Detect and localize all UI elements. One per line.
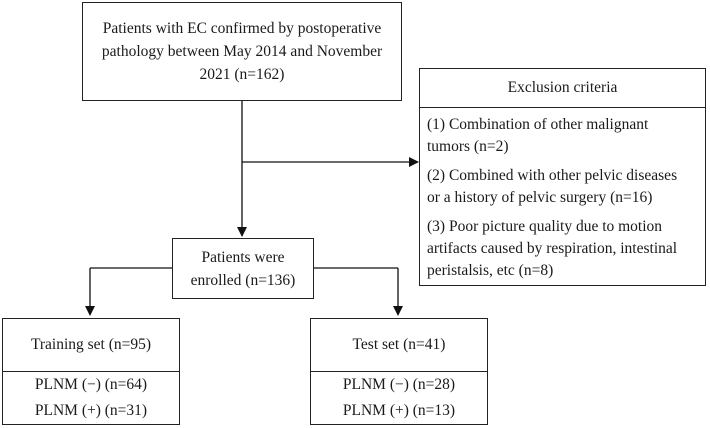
enrolled-box: Patients were enrolled (n=136) — [172, 238, 314, 299]
enrolled-line-2: enrolled (n=136) — [190, 271, 296, 289]
test-set-title: Test set (n=41) — [352, 336, 446, 353]
exclusion-item-2: (2) Combined with other pelvic diseases … — [420, 165, 705, 209]
exclusion-title: Exclusion criteria — [420, 69, 705, 108]
test-plnm-positive: PLNM (+) (n=13) — [342, 402, 456, 419]
exclusion-item-3-line-2: artifacts caused by respiration, intesti… — [427, 240, 678, 257]
exclusion-criteria-box: Exclusion criteria (1) Combination of ot… — [419, 68, 706, 286]
source-line-1: Patients with EC confirmed by postoperat… — [102, 20, 382, 37]
enrolled-line-1: Patients were — [201, 248, 285, 266]
exclusion-item-3: (3) Poor picture quality due to motion a… — [420, 216, 705, 282]
exclusion-item-2-line-1: (2) Combined with other pelvic diseases — [427, 167, 678, 184]
training-set-title: Training set (n=95) — [30, 336, 152, 353]
training-set-breakdown: PLNM (−) (n=64) PLNM (+) (n=31) — [3, 371, 179, 424]
training-set-box: Training set (n=95) PLNM (−) (n=64) PLNM… — [2, 318, 180, 425]
exclusion-item-1-line-2: tumors (n=2) — [427, 138, 509, 155]
source-line-2: pathology between May 2014 and November — [101, 43, 383, 60]
training-plnm-negative: PLNM (−) (n=64) — [34, 376, 148, 393]
source-population-box: Patients with EC confirmed by postoperat… — [82, 2, 402, 101]
training-set-header: Training set (n=95) — [3, 319, 179, 371]
test-plnm-negative: PLNM (−) (n=28) — [342, 376, 456, 393]
test-set-header: Test set (n=41) — [311, 319, 487, 371]
exclusion-item-3-line-3: peristalsis, etc (n=8) — [427, 262, 554, 279]
exclusion-item-2-line-2: or a history of pelvic surgery (n=16) — [427, 189, 653, 206]
exclusion-item-1-line-1: (1) Combination of other malignant — [427, 116, 649, 133]
exclusion-title-text: Exclusion criteria — [507, 79, 618, 96]
exclusion-item-1: (1) Combination of other malignant tumor… — [420, 114, 705, 158]
test-set-box: Test set (n=41) PLNM (−) (n=28) PLNM (+)… — [310, 318, 488, 425]
training-plnm-positive: PLNM (+) (n=31) — [34, 402, 148, 419]
exclusion-item-3-line-1: (3) Poor picture quality due to motion — [427, 218, 663, 235]
test-set-breakdown: PLNM (−) (n=28) PLNM (+) (n=13) — [311, 371, 487, 424]
source-line-3: 2021 (n=162) — [199, 66, 285, 83]
